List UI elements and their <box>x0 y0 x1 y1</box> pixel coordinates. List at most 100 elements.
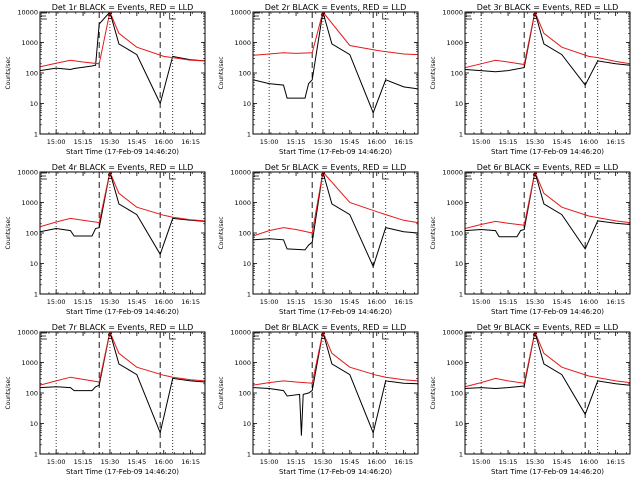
series-line-red <box>40 12 205 68</box>
end-marker-e <box>382 13 389 20</box>
series-line-red <box>40 172 205 228</box>
x-tick-label: 15:45 <box>552 458 571 466</box>
panel-det-8: Det 8r BLACK = Events, RED = LLD Counts/s… <box>218 323 419 476</box>
panel-det-7: Det 7r BLACK = Events, RED = LLD Counts/s… <box>5 323 206 476</box>
legend-corner-marker <box>254 332 260 340</box>
y-tick-label: 10000 <box>442 9 463 17</box>
legend-corner-marker <box>254 172 260 180</box>
x-tick-label: 15:45 <box>127 138 146 146</box>
y-axis-label: Counts/sec <box>5 56 12 89</box>
y-axis-label: Counts/sec <box>430 216 437 249</box>
x-tick-label: 15:15 <box>499 138 518 146</box>
x-tick-label: 15:15 <box>74 138 93 146</box>
panel-det-6: Det 6r BLACK = Events, RED = LLD Counts/s… <box>430 163 631 316</box>
y-tick-label: 10 <box>30 260 38 268</box>
x-tick-label: 15:45 <box>340 138 359 146</box>
series-line-red <box>40 332 205 386</box>
x-tick-label: 15:00 <box>260 138 279 146</box>
panel-title: Det 5r BLACK = Events, RED = LLD <box>265 163 407 172</box>
legend-corner-marker <box>41 12 47 20</box>
x-tick-label: 15:45 <box>552 298 571 306</box>
y-tick-label: 1 <box>459 131 463 139</box>
x-tick-label: 15:15 <box>287 298 306 306</box>
y-tick-label: 100 <box>26 390 38 398</box>
y-tick-label: 1000 <box>446 39 463 47</box>
end-marker-e <box>382 173 389 180</box>
x-tick-label: 15:00 <box>47 298 66 306</box>
y-axis-label: Counts/sec <box>430 56 437 89</box>
panel-frame <box>252 331 419 455</box>
series-line-black <box>253 332 418 436</box>
panel-title: Det 6r BLACK = Events, RED = LLD <box>477 163 619 172</box>
y-tick-label: 10000 <box>442 329 463 337</box>
legend-corner-marker <box>466 12 472 20</box>
y-axis-label: Counts/sec <box>218 216 225 249</box>
x-tick-label: 15:30 <box>101 138 120 146</box>
panel-frame <box>464 171 631 295</box>
end-marker-e <box>594 333 601 340</box>
series-line-red <box>465 332 630 388</box>
x-axis-label: Start Time (17-Feb-09 14:46:20) <box>66 468 179 476</box>
series-line-red <box>465 172 630 229</box>
panel-title: Det 9r BLACK = Events, RED = LLD <box>477 323 619 332</box>
y-tick-label: 100 <box>239 390 251 398</box>
series-line-black <box>40 172 205 256</box>
start-marker-s: S <box>532 172 537 181</box>
y-tick-label: 1000 <box>446 199 463 207</box>
y-tick-label: 1 <box>459 291 463 299</box>
end-marker-e <box>169 333 176 340</box>
y-tick-label: 10 <box>243 260 251 268</box>
x-tick-label: 15:15 <box>74 298 93 306</box>
y-axis-label: Counts/sec <box>5 216 12 249</box>
x-tick-label: 16:15 <box>181 458 200 466</box>
panel-det-9: Det 9r BLACK = Events, RED = LLD Counts/s… <box>430 323 631 476</box>
start-marker-s: S <box>320 332 325 341</box>
y-tick-label: 10000 <box>230 169 251 177</box>
start-marker-s: S <box>320 172 325 181</box>
x-axis-label: Start Time (17-Feb-09 14:46:20) <box>491 308 604 316</box>
panel-frame <box>464 331 631 455</box>
x-tick-label: 15:30 <box>314 458 333 466</box>
legend-corner-marker <box>466 172 472 180</box>
panel-title: Det 1r BLACK = Events, RED = LLD <box>52 3 194 12</box>
series-line-black <box>465 332 630 416</box>
x-tick-label: 15:30 <box>101 298 120 306</box>
y-tick-label: 1000 <box>21 359 38 367</box>
panel-title: Det 2r BLACK = Events, RED = LLD <box>265 3 407 12</box>
y-tick-label: 10 <box>455 420 463 428</box>
x-axis-label: Start Time (17-Feb-09 14:46:20) <box>66 148 179 156</box>
x-tick-label: 15:30 <box>314 138 333 146</box>
legend-corner-marker <box>41 332 47 340</box>
x-tick-label: 16:15 <box>181 298 200 306</box>
panel-frame <box>39 331 206 455</box>
y-tick-label: 1 <box>247 451 251 459</box>
x-tick-label: 16:00 <box>579 298 598 306</box>
x-axis-label: Start Time (17-Feb-09 14:46:20) <box>279 148 392 156</box>
y-axis-label: Counts/sec <box>430 376 437 409</box>
start-marker-s: S <box>107 12 112 21</box>
series-line-red <box>465 12 630 69</box>
series-line-red <box>253 332 418 386</box>
x-tick-label: 16:00 <box>367 298 386 306</box>
y-tick-label: 100 <box>451 230 463 238</box>
series-line-black <box>40 12 205 105</box>
x-tick-label: 15:30 <box>101 458 120 466</box>
x-tick-label: 16:00 <box>579 458 598 466</box>
y-tick-label: 1000 <box>234 199 251 207</box>
y-axis-label: Counts/sec <box>218 56 225 89</box>
x-axis-label: Start Time (17-Feb-09 14:46:20) <box>491 468 604 476</box>
series-line-red <box>253 12 418 56</box>
panel-title: Det 7r BLACK = Events, RED = LLD <box>52 323 194 332</box>
y-tick-label: 10 <box>455 260 463 268</box>
x-tick-label: 15:45 <box>127 458 146 466</box>
panel-frame <box>464 11 631 135</box>
x-tick-label: 15:00 <box>472 458 491 466</box>
x-tick-label: 16:15 <box>606 458 625 466</box>
x-tick-label: 15:15 <box>287 138 306 146</box>
x-axis-label: Start Time (17-Feb-09 14:46:20) <box>491 148 604 156</box>
x-tick-label: 15:00 <box>47 138 66 146</box>
start-marker-s: S <box>107 172 112 181</box>
x-tick-label: 16:15 <box>394 138 413 146</box>
x-tick-label: 15:00 <box>260 298 279 306</box>
